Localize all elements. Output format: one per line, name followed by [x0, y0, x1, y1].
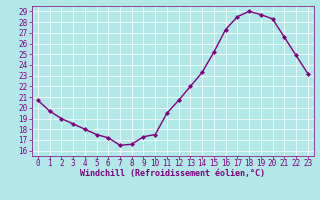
X-axis label: Windchill (Refroidissement éolien,°C): Windchill (Refroidissement éolien,°C) — [80, 169, 265, 178]
